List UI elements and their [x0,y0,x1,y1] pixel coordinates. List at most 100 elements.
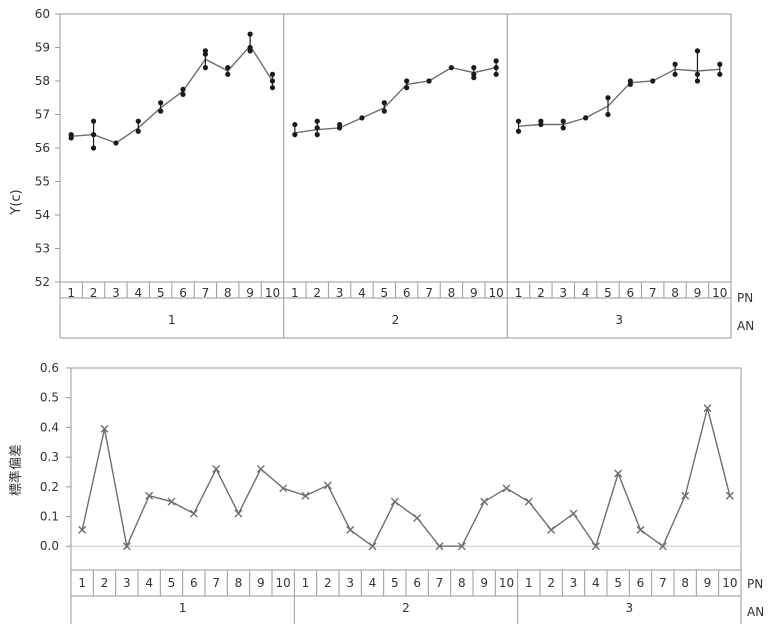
y-tick-label: 0.5 [40,391,59,405]
x-marker [658,542,667,551]
x-marker [212,465,221,473]
x-marker [346,525,355,534]
pn-label: 6 [403,286,411,300]
data-point [694,71,701,77]
pn-axis-name: PN [747,577,763,591]
x-marker-stroke [636,525,645,534]
y-tick-label: 56 [35,141,50,155]
data-point [694,78,701,84]
pn-label: 4 [369,576,377,590]
x-marker [502,484,511,493]
std-dev-chart: 標準偏差 0.00.10.20.30.40.50.6 1 2 3 4 5 6 7 8 9 1011… [8,361,764,624]
x-marker-stroke [524,497,533,506]
y-axis-title: 標準偏差 [8,444,24,496]
x-marker [457,542,466,551]
x-marker-stroke [390,497,399,506]
data-point [426,78,432,84]
pn-axis-name: PN [737,291,753,305]
data-point [493,65,499,71]
y-tick-label: 55 [35,175,50,189]
data-point [247,48,253,54]
y-tick-label: 59 [35,41,50,55]
y-tick-label: 0.1 [40,510,59,524]
mean-line-an-2 [294,66,497,134]
pn-label: 7 [425,286,433,300]
x-marker-stroke [323,481,332,490]
data-point [381,100,387,106]
pn-label: 8 [458,576,466,590]
pn-label: 1 [291,286,299,300]
data-points [68,31,723,151]
data-point [672,61,678,67]
x-marker [167,497,176,506]
x-marker-stroke [212,465,221,473]
data-point [583,115,589,121]
y-tick-label: 0.0 [40,539,59,553]
x-marker [122,542,131,551]
pn-label: 1 [78,576,86,590]
data-point [560,118,566,124]
pn-label: 9 [246,286,254,300]
pn-label: 4 [592,576,600,590]
pn-label: 3 [123,576,131,590]
pn-label: 2 [547,576,555,590]
x-marker-stroke [256,465,265,473]
data-point [247,31,253,37]
x-marker [301,491,310,500]
data-point [672,71,678,77]
data-point [158,100,164,106]
data-point [314,125,320,131]
pn-label: 6 [637,576,645,590]
x-marker [390,497,399,506]
x-marker [413,514,422,523]
x-marker-stroke [681,491,690,500]
mean-line-an-1 [71,44,274,144]
x-marker-stroke [346,525,355,534]
x-marker-stroke [703,404,712,413]
pn-label: 9 [257,576,265,590]
an-label: 3 [615,313,623,327]
data-point [292,121,298,128]
x-marker-stroke [457,542,466,551]
x-marker [78,525,87,534]
pn-label: 3 [336,286,344,300]
data-point [359,115,365,121]
data-point [493,71,499,77]
pn-label: 8 [681,576,689,590]
x-marker-stroke [569,509,578,518]
pn-label: 6 [627,286,635,300]
pn-label: 9 [704,576,712,590]
x-marker [435,542,444,551]
x-marker-stroke [480,497,489,506]
data-point [717,71,723,77]
data-point [717,61,723,67]
x-marker-stroke [591,542,600,551]
pn-label: 7 [436,576,444,590]
y-tick-label: 0.4 [40,420,59,434]
pn-label: 1 [302,576,310,590]
pn-label: 2 [101,576,109,590]
data-point [180,91,186,97]
pn-label: 9 [480,576,488,590]
an-axis-name: AN [737,319,754,333]
plot-frame [70,367,742,571]
pn-label: 10 [712,286,727,300]
x-marker-stroke [413,514,422,523]
std-dev-markers [78,404,734,551]
data-point [605,95,611,101]
x-marker [524,497,533,506]
pn-label: 8 [235,576,243,590]
data-point [225,65,231,71]
x-marker [368,542,377,551]
data-point [515,128,522,134]
pn-label: 7 [659,576,667,590]
pn-label: 4 [358,286,366,300]
pn-label: 6 [190,576,198,590]
data-point [202,51,208,57]
x-marker [636,525,645,534]
pn-label: 8 [224,286,232,300]
pn-label: 6 [179,286,187,300]
